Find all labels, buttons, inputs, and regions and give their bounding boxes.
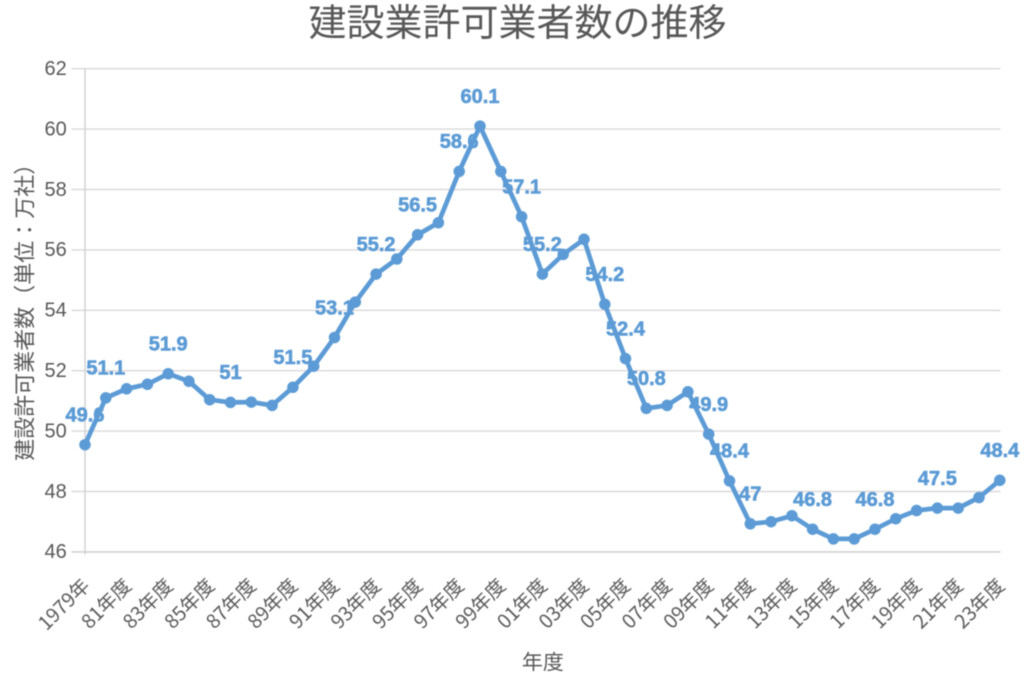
svg-text:58: 58	[45, 179, 67, 201]
svg-text:51.9: 51.9	[149, 334, 188, 356]
svg-text:50: 50	[45, 420, 67, 442]
svg-text:53.1: 53.1	[315, 297, 354, 319]
svg-text:48.4: 48.4	[980, 440, 1020, 462]
svg-text:47.5: 47.5	[918, 468, 957, 490]
svg-text:56: 56	[45, 239, 67, 261]
svg-text:46: 46	[45, 541, 67, 563]
svg-text:60.1: 60.1	[461, 86, 500, 108]
svg-text:46.8: 46.8	[793, 489, 832, 511]
svg-text:52: 52	[45, 360, 67, 382]
svg-text:51.5: 51.5	[273, 347, 312, 369]
svg-text:55.2: 55.2	[357, 234, 396, 256]
svg-text:51.1: 51.1	[86, 358, 125, 380]
svg-text:54: 54	[45, 300, 67, 322]
svg-text:56.5: 56.5	[398, 195, 437, 217]
svg-text:51: 51	[219, 362, 241, 384]
svg-text:60: 60	[45, 118, 67, 140]
svg-text:48: 48	[45, 481, 67, 503]
svg-text:46.8: 46.8	[856, 489, 895, 511]
svg-text:47: 47	[739, 484, 761, 506]
svg-text:62: 62	[45, 58, 67, 80]
